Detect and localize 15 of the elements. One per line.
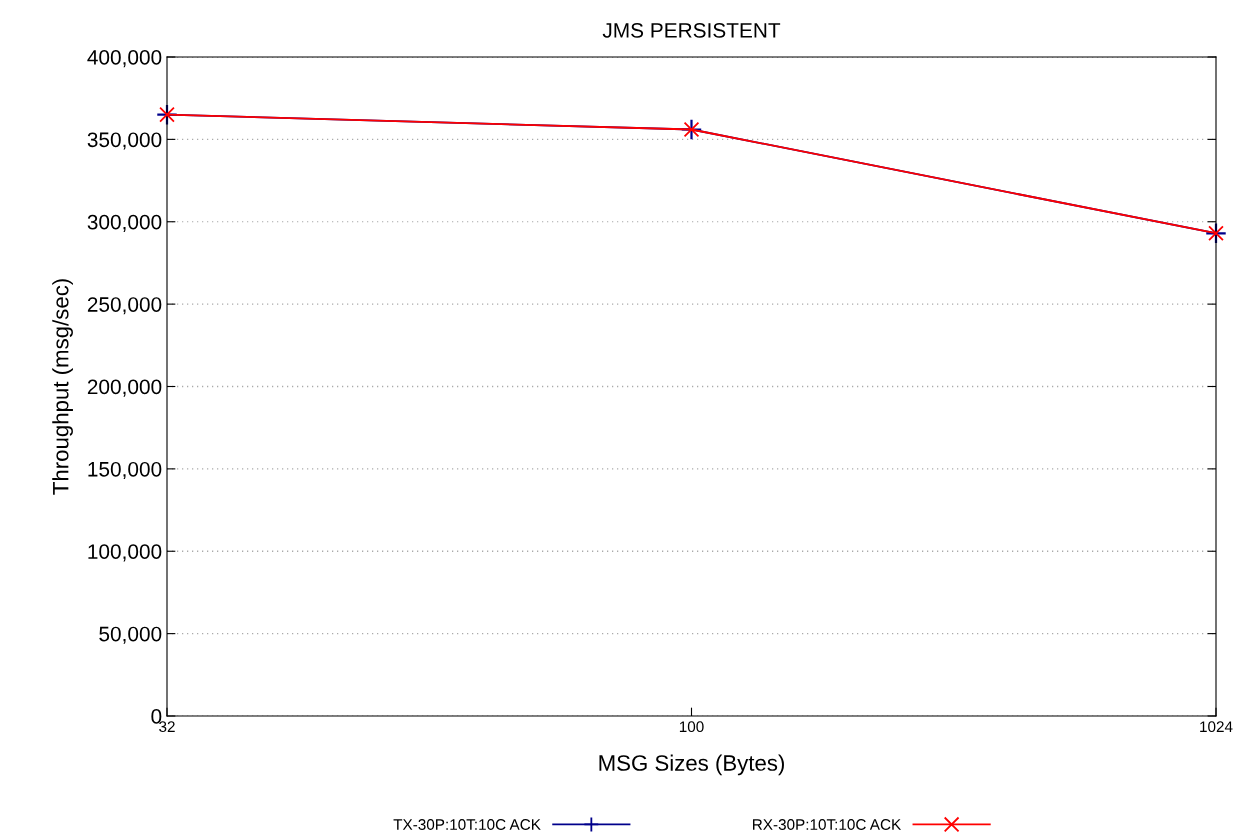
x-tick-label: 1024	[1200, 721, 1233, 733]
legend-label: TX-30P:10T:10C ACK	[393, 819, 541, 830]
y-axis-title: Throughput (msg/sec)	[52, 279, 73, 495]
y-tick-label: 150,000	[88, 461, 162, 480]
x-axis-title: MSG Sizes (Bytes)	[599, 754, 784, 776]
y-tick-label: 200,000	[87, 379, 162, 397]
legend-label: RX-30P:10T:10C ACK	[753, 819, 902, 830]
y-tick-label: 50,000	[99, 626, 162, 644]
y-tick-label: 100,000	[88, 544, 162, 562]
y-tick-label: 400,000	[87, 50, 162, 68]
y-tick-label: 250,000	[87, 297, 162, 315]
x-tick-label: 100	[679, 721, 704, 733]
y-tick-label: 350,000	[87, 132, 162, 150]
y-tick-label: 300,000	[87, 214, 162, 232]
chart-title: JMS PERSISTENT	[602, 23, 781, 38]
